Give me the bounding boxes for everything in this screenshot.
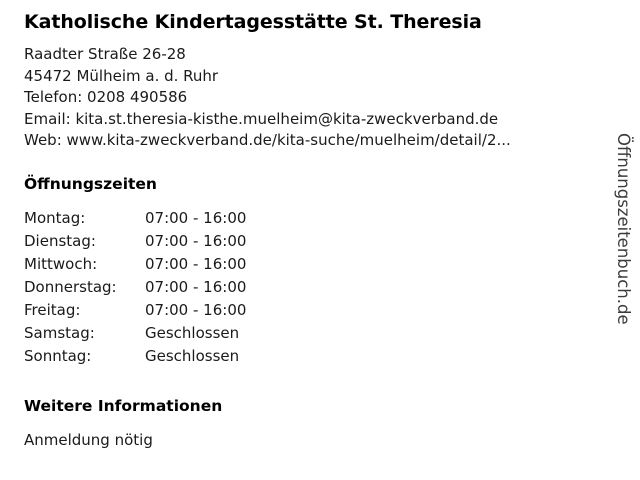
further-information-section: Weitere Informationen Anmeldung nötig <box>24 396 599 451</box>
hours-time-value: Geschlossen <box>145 323 240 342</box>
table-row: Montag: 07:00 - 16:00 <box>24 207 246 230</box>
address-web: Web: www.kita-zweckverband.de/kita-suche… <box>24 131 511 149</box>
table-row: Donnerstag: 07:00 - 16:00 <box>24 276 246 299</box>
hours-day-label: Montag: <box>24 208 86 227</box>
hours-time-value: 07:00 - 16:00 <box>145 254 247 273</box>
opening-hours-heading: Öffnungszeiten <box>24 174 157 193</box>
opening-hours-section: Öffnungszeiten Montag: 07:00 - 16:00 Die… <box>24 174 599 368</box>
hours-time-value: 07:00 - 16:00 <box>145 231 247 250</box>
watermark-label: Öffnungszeitenbuch.de <box>614 133 633 325</box>
hours-day-label: Dienstag: <box>24 231 96 250</box>
hours-time-value: Geschlossen <box>145 346 240 365</box>
hours-day-label: Sonntag: <box>24 346 92 365</box>
hours-time-value: 07:00 - 16:00 <box>145 277 247 296</box>
table-row: Dienstag: 07:00 - 16:00 <box>24 230 246 253</box>
table-row: Sonntag: Geschlossen <box>24 345 246 368</box>
table-row: Mittwoch: 07:00 - 16:00 <box>24 253 246 276</box>
page-title: Katholische Kindertagesstätte St. Theres… <box>24 11 482 33</box>
address-city: 45472 Mülheim a. d. Ruhr <box>24 66 219 85</box>
address-phone: Telefon: 0208 490586 <box>24 88 188 106</box>
address-email: Email: kita.st.theresia-kisthe.muelheim@… <box>24 109 499 128</box>
hours-time-value: 07:00 - 16:00 <box>145 208 247 227</box>
opening-hours-table: Montag: 07:00 - 16:00 Dienstag: 07:00 - … <box>24 207 246 368</box>
hours-day-label: Samstag: <box>24 323 95 342</box>
table-row: Freitag: 07:00 - 16:00 <box>24 299 246 322</box>
table-row: Samstag: Geschlossen <box>24 322 246 345</box>
hours-day-label: Donnerstag: <box>24 277 117 296</box>
opening-hours-table-body: Montag: 07:00 - 16:00 Dienstag: 07:00 - … <box>24 207 246 368</box>
hours-time-value: 07:00 - 16:00 <box>145 300 247 319</box>
hours-day-label: Freitag: <box>24 300 81 319</box>
further-information-heading: Weitere Informationen <box>24 396 223 415</box>
address-street: Raadter Straße 26-28 <box>24 45 186 63</box>
further-information-text: Anmeldung nötig <box>24 430 153 449</box>
content-column: Katholische Kindertagesstätte St. Theres… <box>24 10 599 451</box>
hours-day-label: Mittwoch: <box>24 254 98 273</box>
address-block: Raadter Straße 26-28 45472 Mülheim a. d.… <box>24 44 599 152</box>
